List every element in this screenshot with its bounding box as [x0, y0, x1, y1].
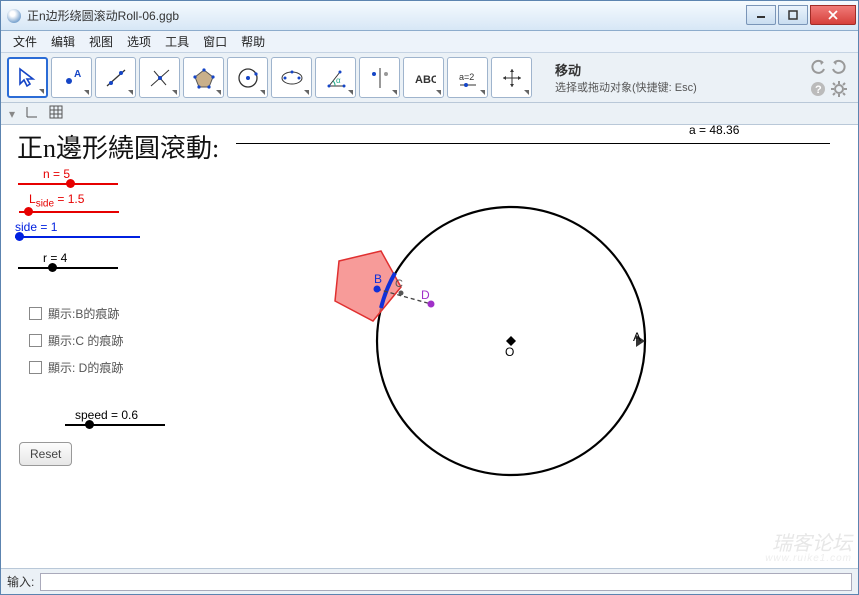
- label-C: C: [395, 278, 403, 290]
- svg-text:ABC: ABC: [415, 74, 436, 86]
- grid-icon[interactable]: [49, 105, 63, 122]
- app-window: 正n边形绕圆滚动Roll-06.ggb 文件 编辑 视图 选项 工具 窗口 帮助…: [0, 0, 859, 595]
- tool-hint: 移动 选择或拖动对象(快捷键: Esc): [555, 60, 809, 95]
- tool-translate-view[interactable]: [491, 57, 532, 98]
- checkbox-icon: [29, 361, 42, 374]
- window-title: 正n边形绕圆滚动Roll-06.ggb: [27, 7, 746, 24]
- tool-reflect[interactable]: [359, 57, 400, 98]
- tool-slider[interactable]: a=2: [447, 57, 488, 98]
- checkbox-label: 顯示: D的痕跡: [48, 359, 123, 376]
- reset-button[interactable]: Reset: [19, 442, 72, 466]
- menu-window[interactable]: 窗口: [197, 31, 233, 52]
- label-D: D: [421, 288, 430, 302]
- menu-edit[interactable]: 编辑: [45, 31, 81, 52]
- slider-r-label: r = 4: [43, 251, 143, 265]
- tool-hint-title: 移动: [555, 60, 809, 79]
- geometry: O A B C D: [261, 173, 701, 533]
- menubar: 文件 编辑 视图 选项 工具 窗口 帮助: [1, 31, 858, 53]
- app-icon: [7, 9, 21, 23]
- slider-n-label: n = 5: [43, 167, 143, 181]
- checkbox-icon: [29, 307, 42, 320]
- axes-icon[interactable]: [25, 105, 39, 122]
- input-label: 输入:: [7, 573, 34, 590]
- tool-perpendicular[interactable]: [139, 57, 180, 98]
- slider-r[interactable]: r = 4: [43, 251, 143, 269]
- slider-a[interactable]: a = 48.36: [689, 125, 739, 137]
- menu-view[interactable]: 视图: [83, 31, 119, 52]
- minimize-button[interactable]: [746, 5, 776, 25]
- tool-hint-sub: 选择或拖动对象(快捷键: Esc): [555, 79, 809, 95]
- help-icon[interactable]: ?: [809, 80, 827, 98]
- slider-a-label: a = 48.36: [689, 125, 739, 137]
- label-B: B: [374, 272, 382, 286]
- tool-move[interactable]: [7, 57, 48, 98]
- tool-line[interactable]: [95, 57, 136, 98]
- window-buttons: [746, 6, 858, 25]
- undo-icon[interactable]: [809, 58, 827, 76]
- checkbox-trace-c[interactable]: 顯示:C 的痕跡: [29, 332, 123, 349]
- svg-text:?: ?: [815, 84, 822, 96]
- titlebar: 正n边形绕圆滚动Roll-06.ggb: [1, 1, 858, 31]
- svg-text:A: A: [74, 69, 81, 80]
- geometry-svg: O A B C D: [261, 173, 701, 533]
- checkbox-label: 顯示:B的痕跡: [48, 305, 119, 322]
- toolbar-right: ?: [809, 58, 848, 98]
- view-subbar: ▾: [1, 103, 858, 125]
- slider-side[interactable]: side = 1: [15, 220, 140, 238]
- pentagon: [335, 251, 401, 321]
- redo-icon[interactable]: [830, 58, 848, 76]
- slider-speed[interactable]: speed = 0.6: [75, 408, 175, 426]
- slider-lside-label: Lside = 1.5: [29, 192, 129, 209]
- tool-conic[interactable]: [271, 57, 312, 98]
- menu-file[interactable]: 文件: [7, 31, 43, 52]
- tool-circle[interactable]: [227, 57, 268, 98]
- point-C: [399, 291, 404, 296]
- close-button[interactable]: [810, 5, 856, 25]
- watermark: 瑞客论坛 www.ruike1.com: [765, 534, 852, 564]
- gear-icon[interactable]: [830, 80, 848, 98]
- slider-lside[interactable]: Lside = 1.5: [29, 192, 129, 213]
- slider-n[interactable]: n = 5: [43, 167, 143, 185]
- tool-angle[interactable]: α: [315, 57, 356, 98]
- menu-help[interactable]: 帮助: [235, 31, 271, 52]
- tool-text[interactable]: ABC: [403, 57, 444, 98]
- svg-text:a=2: a=2: [459, 72, 474, 82]
- toggle-menu-handle[interactable]: ▾: [9, 107, 15, 121]
- canvas-title: 正n邊形繞圓滾動:: [17, 128, 219, 165]
- toolbar: A α ABC a=2 移动 选择或拖动对象(快捷键: Esc) ?: [1, 53, 858, 103]
- menu-options[interactable]: 选项: [121, 31, 157, 52]
- point-B: [374, 286, 381, 293]
- label-O: O: [505, 345, 514, 359]
- title-rule: [236, 143, 830, 144]
- label-A: A: [633, 330, 641, 344]
- checkbox-trace-d[interactable]: 顯示: D的痕跡: [29, 359, 123, 376]
- checkbox-label: 顯示:C 的痕跡: [48, 332, 123, 349]
- tool-point[interactable]: A: [51, 57, 92, 98]
- input-field[interactable]: [40, 573, 852, 591]
- checkbox-trace-b[interactable]: 顯示:B的痕跡: [29, 305, 119, 322]
- checkbox-icon: [29, 334, 42, 347]
- input-bar: 输入:: [1, 568, 858, 594]
- svg-text:α: α: [336, 76, 341, 85]
- tool-polygon[interactable]: [183, 57, 224, 98]
- maximize-button[interactable]: [778, 5, 808, 25]
- slider-side-label: side = 1: [15, 220, 140, 234]
- menu-tools[interactable]: 工具: [159, 31, 195, 52]
- graphics-view[interactable]: 正n邊形繞圓滾動: a = 48.36 n = 5 Lside = 1.5 si…: [1, 125, 858, 568]
